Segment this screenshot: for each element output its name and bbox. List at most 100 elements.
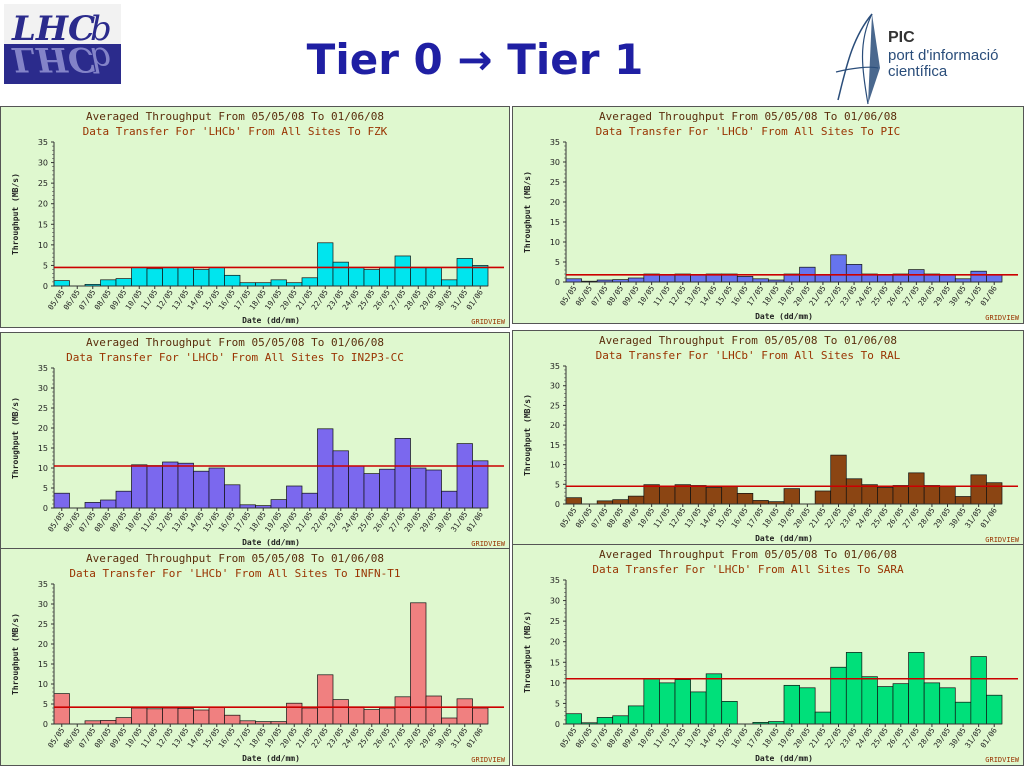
pic-logo: PIC port d'informació científica xyxy=(832,8,1022,108)
bar xyxy=(877,274,894,283)
bar xyxy=(348,465,365,509)
y-tick-label: 20 xyxy=(550,198,560,207)
bar xyxy=(53,280,70,287)
bar xyxy=(53,693,70,725)
bar xyxy=(659,274,676,283)
bar xyxy=(208,706,225,725)
bar xyxy=(177,708,194,725)
svg-text:LHC: LHC xyxy=(11,9,95,49)
bar xyxy=(456,698,473,725)
bar xyxy=(721,701,738,725)
bar xyxy=(705,673,723,725)
bar xyxy=(845,264,863,283)
pic-line2: científica xyxy=(888,63,948,80)
y-tick-label: 15 xyxy=(38,444,48,453)
y-tick-label: 35 xyxy=(550,138,560,147)
y-tick-label: 35 xyxy=(38,580,48,589)
bar xyxy=(456,443,473,509)
bar xyxy=(193,709,210,725)
y-tick-label: 25 xyxy=(550,617,560,626)
right-arrow-icon: → xyxy=(457,35,493,84)
bar xyxy=(939,687,956,725)
y-tick-label: 20 xyxy=(38,200,48,209)
chart-background xyxy=(0,332,510,550)
chart-svg: Averaged Throughput From 05/05/08 To 01/… xyxy=(512,544,1024,766)
bar xyxy=(394,255,411,287)
y-tick-label: 30 xyxy=(38,159,48,168)
gridview-footer: GRIDVIEW xyxy=(471,756,506,764)
bar xyxy=(53,492,70,509)
bar xyxy=(100,279,117,287)
bar xyxy=(332,261,349,287)
y-tick-label: 0 xyxy=(555,720,560,729)
y-tick-label: 5 xyxy=(43,484,48,493)
bar xyxy=(830,454,847,505)
bar xyxy=(690,274,707,283)
bar xyxy=(301,492,318,509)
x-axis-label: Date (dd/mm) xyxy=(242,754,300,763)
y-tick-label: 10 xyxy=(550,679,560,688)
gridview-footer: GRIDVIEW xyxy=(985,314,1020,322)
y-tick-label: 30 xyxy=(38,600,48,609)
y-tick-label: 25 xyxy=(38,404,48,413)
y-tick-label: 0 xyxy=(555,500,560,509)
bar xyxy=(721,485,738,505)
y-tick-label: 30 xyxy=(550,597,560,606)
bar xyxy=(363,709,380,725)
bar xyxy=(986,694,1003,725)
bar xyxy=(954,496,972,505)
bar xyxy=(348,267,365,287)
bar xyxy=(674,484,691,505)
bar xyxy=(472,265,489,287)
bar xyxy=(783,488,800,505)
y-tick-label: 20 xyxy=(550,638,560,647)
lhcb-logo: LHC b LHC b xyxy=(4,4,121,84)
x-axis-label: Date (dd/mm) xyxy=(755,754,813,763)
bar xyxy=(208,267,225,287)
chart-title: Averaged Throughput From 05/05/08 To 01/… xyxy=(599,110,897,123)
bar xyxy=(596,717,614,725)
bar xyxy=(332,450,349,509)
bar xyxy=(317,242,334,287)
bar xyxy=(643,484,660,505)
bar xyxy=(783,684,800,725)
y-tick-label: 15 xyxy=(550,441,560,450)
bar xyxy=(301,277,318,287)
chart-subtitle: Data Transfer For 'LHCb' From All Sites … xyxy=(592,563,904,576)
bar xyxy=(736,276,754,283)
bar xyxy=(799,687,816,725)
bar xyxy=(379,267,396,287)
pic-name: PIC xyxy=(888,29,915,46)
chart-panel-fzk: Averaged Throughput From 05/05/08 To 01/… xyxy=(0,106,510,328)
svg-text:b: b xyxy=(90,39,112,79)
bar xyxy=(131,707,148,725)
y-tick-label: 10 xyxy=(550,238,560,247)
pic-line1: port d'informació xyxy=(888,47,998,64)
bar xyxy=(100,499,117,509)
chart-svg: Averaged Throughput From 05/05/08 To 01/… xyxy=(0,332,510,550)
bar xyxy=(115,717,132,725)
bar xyxy=(690,691,707,725)
bar xyxy=(659,682,676,725)
bar xyxy=(472,707,489,725)
bar xyxy=(270,499,287,509)
chart-svg: Averaged Throughput From 05/05/08 To 01/… xyxy=(512,106,1024,324)
y-tick-label: 30 xyxy=(550,158,560,167)
bar xyxy=(100,720,117,725)
x-axis-label: Date (dd/mm) xyxy=(242,538,300,547)
bar xyxy=(348,706,365,725)
bar xyxy=(224,714,241,725)
bar xyxy=(877,487,894,505)
chart-subtitle: Data Transfer For 'LHCb' From All Sites … xyxy=(596,125,901,138)
bar xyxy=(845,652,863,725)
gridview-footer: GRIDVIEW xyxy=(985,756,1020,764)
gridview-footer: GRIDVIEW xyxy=(471,540,506,548)
bar xyxy=(162,707,179,725)
y-tick-label: 10 xyxy=(550,461,560,470)
bar xyxy=(131,464,148,509)
y-tick-label: 15 xyxy=(550,658,560,667)
y-tick-label: 5 xyxy=(555,480,560,489)
bar xyxy=(425,695,442,725)
chart-title: Averaged Throughput From 05/05/08 To 01/… xyxy=(86,552,384,565)
bar xyxy=(162,461,179,509)
